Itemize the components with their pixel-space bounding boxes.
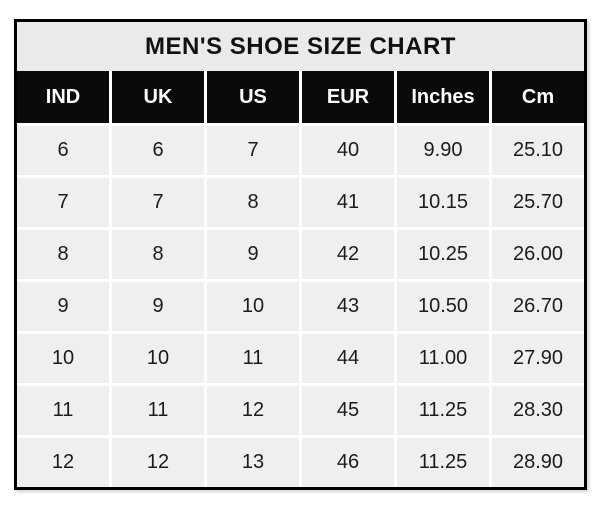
table-cell: 44 [302, 334, 394, 383]
table-cell: 11 [207, 334, 299, 383]
column-header-cm: Cm [492, 71, 584, 123]
table-header-row: IND UK US EUR Inches Cm [17, 71, 584, 123]
table-cell: 12 [112, 438, 204, 487]
table-cell: 11 [17, 386, 109, 435]
table-cell: 11.00 [397, 334, 489, 383]
table-cell: 10 [207, 282, 299, 331]
table-cell: 7 [112, 178, 204, 227]
table-cell: 25.70 [492, 178, 584, 227]
chart-title: MEN'S SHOE SIZE CHART [145, 32, 456, 60]
column-header-ind: IND [17, 71, 109, 123]
table-cell: 6 [17, 126, 109, 175]
table-cell: 26.00 [492, 230, 584, 279]
table-cell: 12 [17, 438, 109, 487]
column-header-eur: EUR [302, 71, 394, 123]
table-cell: 9.90 [397, 126, 489, 175]
table-cell: 41 [302, 178, 394, 227]
shoe-size-chart: MEN'S SHOE SIZE CHART IND UK US EUR Inch… [14, 19, 587, 490]
table-body: 6 6 7 40 9.90 25.10 7 7 8 41 10.15 25.70… [17, 123, 584, 487]
table-cell: 10 [112, 334, 204, 383]
table-cell: 46 [302, 438, 394, 487]
column-header-us: US [207, 71, 299, 123]
table-cell: 7 [17, 178, 109, 227]
table-cell: 28.90 [492, 438, 584, 487]
table-cell: 10.50 [397, 282, 489, 331]
table-cell: 27.90 [492, 334, 584, 383]
table-cell: 8 [17, 230, 109, 279]
table-cell: 28.30 [492, 386, 584, 435]
table-cell: 7 [207, 126, 299, 175]
table-cell: 11.25 [397, 438, 489, 487]
table-cell: 13 [207, 438, 299, 487]
table-cell: 40 [302, 126, 394, 175]
table-cell: 26.70 [492, 282, 584, 331]
table-cell: 9 [207, 230, 299, 279]
table-cell: 8 [112, 230, 204, 279]
table-cell: 9 [112, 282, 204, 331]
table-cell: 45 [302, 386, 394, 435]
table-cell: 6 [112, 126, 204, 175]
table-cell: 11.25 [397, 386, 489, 435]
column-header-inches: Inches [397, 71, 489, 123]
table-cell: 12 [207, 386, 299, 435]
table-cell: 10 [17, 334, 109, 383]
table-cell: 42 [302, 230, 394, 279]
table-cell: 10.25 [397, 230, 489, 279]
table-cell: 11 [112, 386, 204, 435]
table-cell: 8 [207, 178, 299, 227]
table-cell: 10.15 [397, 178, 489, 227]
chart-title-row: MEN'S SHOE SIZE CHART [17, 22, 584, 71]
column-header-uk: UK [112, 71, 204, 123]
table-cell: 25.10 [492, 126, 584, 175]
table-cell: 43 [302, 282, 394, 331]
table-cell: 9 [17, 282, 109, 331]
